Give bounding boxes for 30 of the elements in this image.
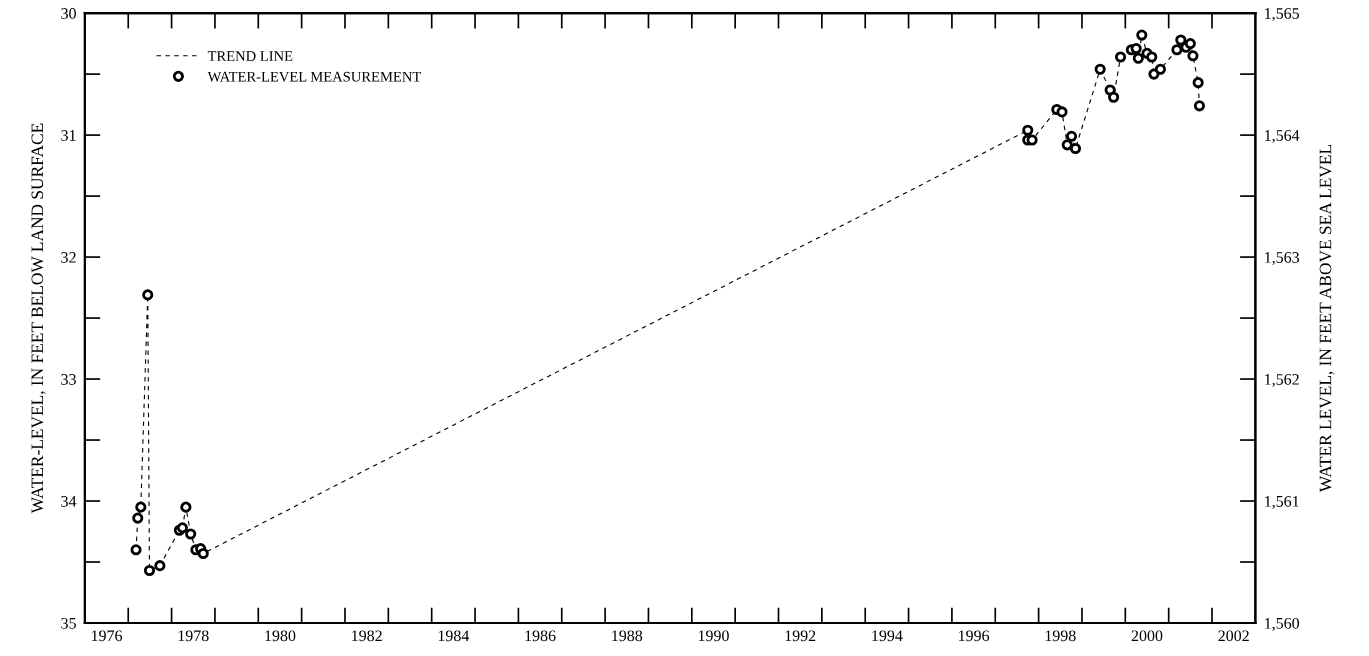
legend-label: TREND LINE xyxy=(207,51,293,61)
y-tick-label: 32 xyxy=(61,252,76,263)
x-tick-label: 1986 xyxy=(525,630,556,642)
y-tick-label: 35 xyxy=(61,617,76,629)
x-tick-label: 2000 xyxy=(1131,630,1163,642)
x-tick-label: 1984 xyxy=(438,630,470,642)
y2-tick-label: 1,562 xyxy=(1265,374,1299,388)
y-axis-title: WATER-LEVEL, IN FEET BELOW LAND SURFACE xyxy=(31,123,46,514)
y2-tick-label: 1,563 xyxy=(1265,252,1300,266)
y-tick-label: 31 xyxy=(61,130,76,141)
legend-label: WATER-LEVEL MEASUREMENT xyxy=(207,71,422,82)
x-tick-label: 1992 xyxy=(785,630,816,642)
y2-tick-label: 1,561 xyxy=(1265,495,1299,510)
x-tick-label: 2002 xyxy=(1218,630,1249,642)
x-tick-label: 1988 xyxy=(612,630,643,642)
x-tick-label: 1980 xyxy=(265,630,296,642)
x-tick-label: 1976 xyxy=(91,630,123,642)
x-tick-label: 1996 xyxy=(959,630,990,642)
y-tick-label: 30 xyxy=(61,8,76,19)
y-tick-label: 33 xyxy=(61,374,76,385)
y2-axis-title: WATER LEVEL, IN FEET ABOVE SEA LEVEL xyxy=(1319,144,1334,493)
y2-tick-label: 1,560 xyxy=(1265,617,1300,631)
x-tick-label: 1994 xyxy=(872,630,903,642)
x-tick-label: 1978 xyxy=(178,630,209,642)
y-tick-label: 34 xyxy=(61,495,77,507)
y2-tick-label: 1,564 xyxy=(1265,130,1300,144)
y2-tick-label: 1,565 xyxy=(1265,8,1300,22)
x-tick-label: 1990 xyxy=(698,630,729,642)
x-tick-label: 1982 xyxy=(352,630,382,642)
x-tick-label: 1998 xyxy=(1045,630,1076,642)
